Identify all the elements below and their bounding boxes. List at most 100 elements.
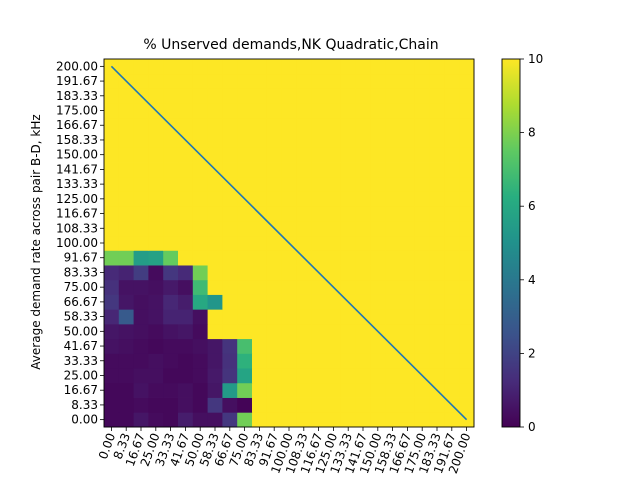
heatmap-cell (192, 265, 208, 281)
y-tick-label: 108.33 (56, 221, 98, 235)
heatmap-cell (429, 397, 445, 413)
heatmap-cell (222, 117, 238, 133)
heatmap-cell (222, 59, 238, 75)
heatmap-cell (222, 250, 238, 266)
heatmap-cell (118, 265, 134, 281)
heatmap-cell (148, 206, 164, 222)
overlay-diagonal-line (110, 65, 468, 421)
heatmap-cell (385, 309, 401, 325)
heatmap-cell (340, 279, 356, 295)
heatmap-cell (414, 147, 430, 163)
heatmap-cell (252, 162, 268, 178)
heatmap-cell (326, 235, 342, 251)
overlay-line-group (110, 65, 468, 421)
heatmap-cell (281, 279, 297, 295)
heatmap-cell (237, 368, 253, 384)
heatmap-cell (237, 176, 253, 192)
heatmap-cell (355, 382, 371, 398)
heatmap-cell (444, 73, 460, 89)
heatmap-cell (311, 73, 327, 89)
heatmap-cell (370, 73, 386, 89)
heatmap-cell (192, 191, 208, 207)
heatmap-cell (207, 323, 223, 340)
heatmap-cell (400, 73, 416, 89)
heatmap-cell (340, 162, 356, 178)
heatmap-cell (252, 220, 268, 237)
heatmap-cell (178, 59, 194, 75)
heatmap-cell (311, 162, 327, 178)
heatmap-cell (281, 132, 297, 148)
y-tick-label: 25.00 (64, 368, 98, 382)
heatmap-cell (370, 132, 386, 148)
heatmap-cell (133, 103, 149, 119)
heatmap-cell (355, 265, 371, 281)
y-tick-label: 8.33 (71, 398, 98, 412)
heatmap-cell (400, 265, 416, 281)
heatmap-cell (266, 279, 282, 295)
heatmap-cell (252, 117, 268, 133)
heatmap-cell (340, 323, 356, 340)
heatmap-cell (311, 250, 327, 266)
heatmap-cell (414, 265, 430, 281)
heatmap-cell (355, 103, 371, 119)
heatmap-cell (148, 220, 164, 237)
heatmap-cell (370, 294, 386, 310)
heatmap-cell (296, 162, 312, 178)
heatmap-cell (296, 220, 312, 237)
heatmap-cell (266, 382, 282, 398)
heatmap-cell (148, 235, 164, 251)
heatmap-cell (385, 132, 401, 148)
heatmap-cell (104, 206, 120, 222)
heatmap-cell (222, 397, 238, 413)
heatmap-cell (340, 220, 356, 237)
heatmap-cell (133, 323, 149, 340)
heatmap-cell (207, 117, 223, 133)
heatmap-cell (326, 412, 342, 428)
heatmap-cell (459, 353, 475, 369)
heatmap-cell (370, 338, 386, 354)
heatmap-cell (370, 397, 386, 413)
heatmap-cell (400, 294, 416, 310)
heatmap-cell (326, 397, 342, 413)
heatmap-cell (414, 309, 430, 325)
heatmap-cell (459, 103, 475, 119)
heatmap-cell (148, 59, 164, 75)
heatmap-cell (355, 73, 371, 89)
heatmap-cell (414, 191, 430, 207)
heatmap-cell (192, 88, 208, 104)
heatmap-cell (444, 368, 460, 384)
heatmap-cell (163, 59, 179, 75)
heatmap-cell (237, 235, 253, 251)
heatmap-cell (385, 279, 401, 295)
heatmap-cell (429, 353, 445, 369)
heatmap-cell (192, 397, 208, 413)
heatmap-cell (163, 265, 179, 281)
heatmap-cell (296, 338, 312, 354)
heatmap-cell (148, 250, 164, 266)
heatmap-cell (414, 206, 430, 222)
heatmap-cell (459, 368, 475, 384)
heatmap-cell (237, 353, 253, 369)
heatmap-cell (296, 294, 312, 310)
heatmap-cell (311, 176, 327, 192)
heatmap-cell (444, 323, 460, 340)
heatmap-cell (252, 147, 268, 163)
heatmap-cell (444, 147, 460, 163)
heatmap-cell (192, 73, 208, 89)
heatmap-cell (133, 117, 149, 133)
heatmap-cell (104, 382, 120, 398)
heatmap-cell (163, 368, 179, 384)
heatmap-cell (429, 88, 445, 104)
y-tick-label: 16.67 (64, 383, 98, 397)
heatmap-cell (104, 250, 120, 266)
heatmap-cell (281, 191, 297, 207)
heatmap-cell (370, 103, 386, 119)
heatmap-cell (326, 59, 342, 75)
heatmap-cell (237, 103, 253, 119)
heatmap-cell (237, 294, 253, 310)
heatmap-cell (163, 250, 179, 266)
heatmap-cell (192, 279, 208, 295)
heatmap-cell (340, 73, 356, 89)
heatmap-cell (296, 265, 312, 281)
heatmap-cell (266, 176, 282, 192)
